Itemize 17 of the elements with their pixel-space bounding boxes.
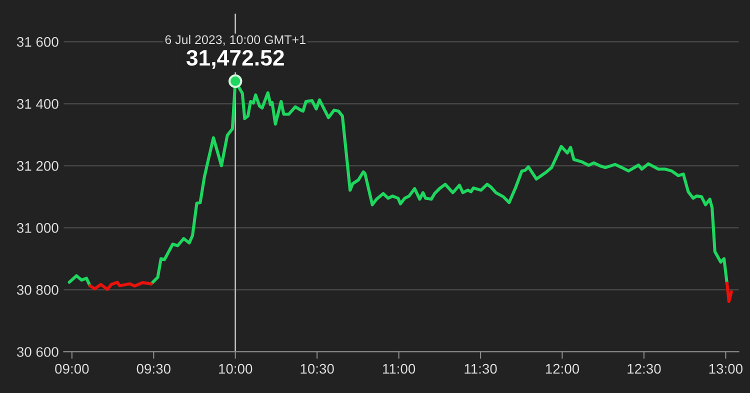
y-tick-label: 31 200 bbox=[16, 161, 58, 171]
x-tick-label: 13:00 bbox=[709, 364, 743, 374]
x-tick-label: 09:00 bbox=[55, 364, 89, 374]
y-tick-label: 31 000 bbox=[16, 223, 58, 233]
y-tick-label: 30 800 bbox=[16, 285, 58, 295]
x-tick-label: 10:00 bbox=[219, 364, 252, 374]
x-tick-label: 10:30 bbox=[300, 364, 334, 374]
x-tick-label: 11:30 bbox=[464, 364, 497, 374]
x-tick-label: 11:00 bbox=[382, 364, 416, 374]
annotation: 6 Jul 2023, 10:00 GMT+1 bbox=[165, 34, 306, 46]
x-tick-label: 09:30 bbox=[136, 364, 170, 374]
y-tick-label: 31 600 bbox=[16, 36, 58, 47]
annotation: 31,472.52 bbox=[186, 50, 284, 69]
x-tick-label: 12:00 bbox=[546, 364, 580, 374]
y-tick-label: 30 600 bbox=[16, 347, 58, 357]
x-tick-label: 12:30 bbox=[628, 364, 661, 374]
y-tick-label: 31 400 bbox=[16, 99, 58, 109]
